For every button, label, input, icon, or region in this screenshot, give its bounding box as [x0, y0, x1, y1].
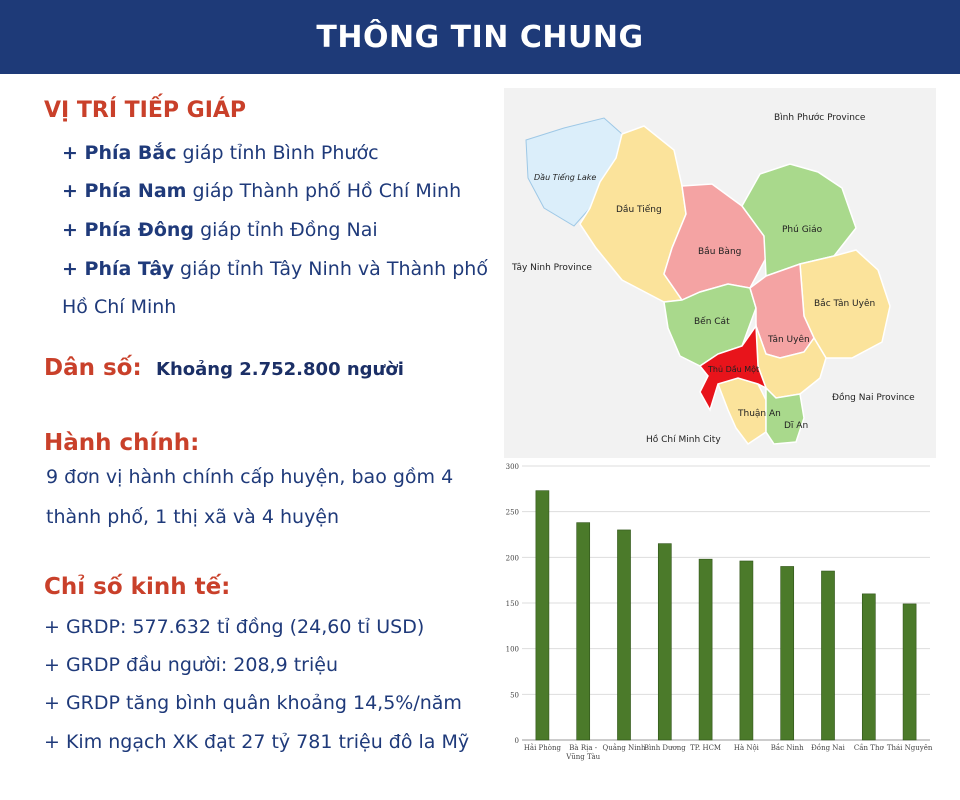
admin-line-1: 9 đơn vị hành chính cấp huyện, bao gồm 4 [46, 466, 454, 488]
economy-item-growth: + GRDP tăng bình quân khoảng 14,5%/năm [44, 692, 462, 714]
chart-y-tick-label: 50 [510, 691, 519, 699]
map-label-thuan-an: Thuận An [737, 409, 781, 419]
map-di-an [765, 386, 805, 445]
chart-y-tick-label: 250 [506, 509, 519, 517]
chart-bar [780, 566, 795, 741]
chart-x-tick-label: Hà Nội [734, 743, 760, 752]
grdp-bar-chart-svg: 0 50 100 150 200 250 300 Hải Phòng Bà Rịa -Vũng … [506, 463, 933, 761]
south-dir: + Phía Nam [62, 180, 187, 202]
map-label-thu-dau-mot: Thủ Dầu Một [707, 364, 759, 374]
map-label-tay-ninh: Tây Ninh Province [511, 263, 592, 273]
province-map: Bình Phước Province Dầu Tiếng Lake Dầu T… [504, 88, 936, 458]
chart-x-tick-label: Bắc Ninh [771, 743, 804, 752]
chart-bar [617, 529, 631, 741]
chart-x-tick-label: Cần Thơ [854, 743, 885, 752]
admin-line-2: thành phố, 1 thị xã và 4 huyện [46, 506, 340, 528]
economy-item-grdp-per-capita: + GRDP đầu người: 208,9 triệu [44, 654, 338, 676]
chart-bar [821, 570, 835, 741]
north-text: giáp tỉnh Bình Phước [176, 142, 379, 164]
map-label-binh-phuoc: Bình Phước Province [774, 112, 866, 123]
south-text: giáp Thành phố Hồ Chí Minh [186, 180, 462, 202]
chart-x-tick-label: Bà Rịa - [569, 743, 597, 752]
east-dir: + Phía Đông [62, 219, 195, 241]
chart-x-tick-label: TP. HCM [690, 744, 721, 752]
chart-x-tick-label: Bình Dương [644, 744, 686, 752]
map-label-dau-tieng-lake: Dầu Tiếng Lake [534, 172, 596, 182]
chart-y-tick-label: 150 [506, 600, 519, 608]
chart-x-tick-label: Vũng Tàu [565, 752, 600, 761]
east-border: + Phía Đông giáp tỉnh Đồng Nai [62, 219, 378, 241]
south-border: + Phía Nam giáp Thành phố Hồ Chí Minh [62, 180, 461, 202]
location-title: VỊ TRÍ TIẾP GIÁP [44, 98, 247, 123]
chart-bar [902, 603, 917, 741]
admin-title: Hành chính: [44, 430, 200, 456]
chart-y-tick-label: 100 [506, 646, 519, 654]
population-value: Khoảng 2.752.800 người [156, 359, 404, 380]
province-map-svg: Bình Phước Province Dầu Tiếng Lake Dầu T… [511, 112, 915, 446]
chart-bar [739, 560, 754, 741]
chart-x-tick-label: Quảng Ninh [602, 743, 646, 752]
north-border: + Phía Bắc giáp tỉnh Bình Phước [62, 142, 379, 164]
map-label-ben-cat: Bến Cát [694, 316, 730, 327]
chart-x-tick-label: Thái Nguyên [887, 744, 933, 752]
west-text: giáp tỉnh Tây Ninh và Thành phố [174, 258, 488, 280]
map-label-phu-giao: Phú Giáo [782, 225, 823, 235]
west-border: + Phía Tây giáp tỉnh Tây Ninh và Thành p… [62, 258, 488, 280]
map-phu-giao [741, 163, 857, 278]
chart-bar [698, 558, 713, 741]
economy-title: Chỉ số kinh tế: [44, 574, 231, 600]
chart-bar [576, 522, 591, 741]
chart-y-tick-label: 0 [515, 737, 519, 745]
population-label: Dân số: [44, 355, 142, 381]
map-label-hcm: Hồ Chí Minh City [646, 434, 721, 445]
west-border-cont: Hồ Chí Minh [62, 296, 177, 318]
chart-bar [535, 490, 550, 741]
north-dir: + Phía Bắc [62, 142, 177, 164]
chart-bar [657, 543, 672, 741]
chart-x-tick-label: Đồng Nai [811, 743, 845, 752]
grdp-bar-chart: 0 50 100 150 200 250 300 Hải Phòng Bà Rịa - Vũng … [500, 460, 940, 780]
chart-bar [861, 593, 876, 741]
page-title: THÔNG TIN CHUNG [316, 19, 644, 55]
east-text: giáp tỉnh Đồng Nai [194, 219, 378, 241]
west-dir: + Phía Tây [62, 258, 174, 280]
economy-item-export: + Kim ngạch XK đạt 27 tỷ 781 triệu đô la… [44, 731, 470, 753]
map-ben-cat [663, 283, 757, 367]
economy-item-grdp: + GRDP: 577.632 tỉ đồng (24,60 tỉ USD) [44, 616, 425, 638]
map-label-tan-uyen: Tân Uyên [767, 334, 810, 345]
map-label-dong-nai: Đồng Nai Province [832, 392, 915, 403]
map-label-dau-tieng: Dầu Tiếng [616, 204, 662, 215]
map-label-bau-bang: Bầu Bàng [698, 246, 741, 257]
chart-y-tick-label: 300 [506, 463, 519, 471]
header-banner: THÔNG TIN CHUNG [0, 0, 960, 74]
map-thu-dau-mot [698, 323, 768, 412]
map-label-bac-tan-uyen: Bắc Tân Uyên [814, 298, 875, 309]
chart-y-tick-label: 200 [506, 554, 519, 562]
chart-x-tick-label: Hải Phòng [524, 743, 562, 752]
map-label-di-an: Dĩ An [784, 421, 808, 431]
